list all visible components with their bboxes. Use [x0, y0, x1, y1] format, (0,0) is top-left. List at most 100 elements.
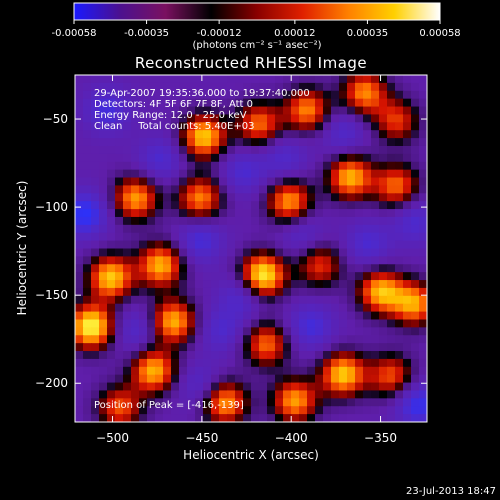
heatmap-cell	[339, 358, 348, 368]
heatmap-cell	[299, 185, 308, 194]
heatmap-cell	[259, 335, 268, 344]
heatmap-cell	[203, 358, 212, 368]
heatmap-cell	[139, 390, 148, 399]
heatmap-cell	[339, 122, 348, 131]
heatmap-cell	[403, 90, 412, 100]
heatmap-cell	[187, 193, 196, 202]
heatmap-cell	[195, 374, 204, 384]
heatmap-cell	[395, 343, 404, 352]
heatmap-cell	[115, 201, 124, 210]
heatmap-cell	[203, 82, 212, 92]
heatmap-cell	[371, 130, 380, 139]
heatmap-cell	[243, 390, 252, 399]
heatmap-cell	[291, 335, 300, 344]
heatmap-cell	[75, 130, 84, 139]
heatmap-cell	[179, 130, 188, 139]
heatmap-cell	[75, 122, 84, 131]
heatmap-cell	[347, 382, 356, 392]
heatmap-cell	[419, 145, 427, 155]
heatmap-cell	[203, 185, 212, 194]
heatmap-cell	[379, 351, 388, 360]
heatmap-cell	[387, 398, 396, 407]
heatmap-cell	[347, 280, 356, 289]
heatmap-cell	[267, 303, 276, 313]
heatmap-cell	[171, 153, 180, 163]
heatmap-cell	[283, 256, 292, 265]
heatmap-cell	[115, 295, 124, 305]
heatmap-cell	[299, 114, 308, 123]
heatmap-cell	[411, 358, 420, 368]
heatmap-cell	[363, 295, 372, 305]
heatmap-cell	[227, 98, 236, 108]
heatmap-cell	[75, 295, 84, 305]
heatmap-cell	[131, 335, 140, 344]
heatmap-cell	[195, 216, 204, 226]
heatmap-cell	[147, 406, 156, 415]
heatmap-cell	[291, 90, 300, 100]
heatmap-cell	[203, 169, 212, 179]
heatmap-cell	[147, 327, 156, 336]
heatmap-cell	[195, 232, 204, 242]
heatmap-cell	[99, 287, 108, 297]
heatmap-cell	[139, 366, 148, 376]
heatmap-cell	[171, 398, 180, 407]
heatmap-cell	[107, 319, 116, 328]
heatmap-cell	[355, 256, 364, 265]
heatmap-cell	[371, 177, 380, 187]
heatmap-cell	[155, 185, 164, 194]
heatmap-cell	[107, 138, 116, 147]
heatmap-cell	[187, 390, 196, 399]
heatmap-cell	[347, 169, 356, 179]
heatmap-cell	[75, 256, 84, 265]
heatmap-cell	[91, 343, 100, 352]
annotation-block: 29-Apr-2007 19:35:36.000 to 19:37:40.000…	[94, 88, 310, 132]
heatmap-cell	[379, 240, 388, 250]
heatmap-cell	[195, 358, 204, 368]
heatmap-cell	[171, 138, 180, 147]
heatmap-cell	[155, 114, 164, 123]
heatmap-cell	[139, 122, 148, 131]
heatmap-cell	[203, 209, 212, 218]
heatmap-cell	[411, 209, 420, 218]
heatmap-cell	[299, 358, 308, 368]
heatmap-cell	[267, 406, 276, 415]
heatmap-cell	[419, 161, 427, 171]
heatmap-cell	[363, 130, 372, 139]
heatmap-cell	[187, 98, 196, 108]
heatmap-cell	[131, 224, 140, 234]
heatmap-cell	[139, 209, 148, 218]
heatmap-cell	[259, 406, 268, 415]
heatmap-cell	[187, 406, 196, 415]
heatmap-cell	[251, 224, 260, 234]
heatmap-cell	[379, 138, 388, 147]
heatmap-cell	[403, 153, 412, 163]
heatmap-cell	[419, 185, 427, 194]
heatmap-cell	[155, 374, 164, 384]
heatmap-cell	[355, 343, 364, 352]
heatmap-cell	[331, 161, 340, 171]
heatmap-cell	[91, 82, 100, 92]
heatmap-cell	[251, 82, 260, 92]
heatmap-cell	[291, 414, 300, 422]
heatmap-cell	[403, 169, 412, 179]
heatmap-cell	[379, 193, 388, 202]
heatmap-cell	[243, 287, 252, 297]
heatmap-cell	[275, 335, 284, 344]
heatmap-cell	[267, 232, 276, 242]
heatmap-cell	[107, 382, 116, 392]
heatmap-cell	[107, 193, 116, 202]
heatmap-cell	[163, 114, 172, 123]
heatmap-cell	[355, 280, 364, 289]
heatmap-cell	[187, 287, 196, 297]
heatmap-cell	[395, 169, 404, 179]
heatmap-cell	[307, 177, 316, 187]
heatmap-cell	[219, 201, 228, 210]
heatmap-cell	[251, 366, 260, 376]
heatmap-cell	[171, 122, 180, 131]
heatmap-cell	[155, 98, 164, 108]
heatmap-cell	[171, 90, 180, 100]
heatmap-cell	[267, 177, 276, 187]
heatmap-cell	[283, 248, 292, 257]
heatmap-cell	[115, 358, 124, 368]
heatmap-cell	[107, 358, 116, 368]
